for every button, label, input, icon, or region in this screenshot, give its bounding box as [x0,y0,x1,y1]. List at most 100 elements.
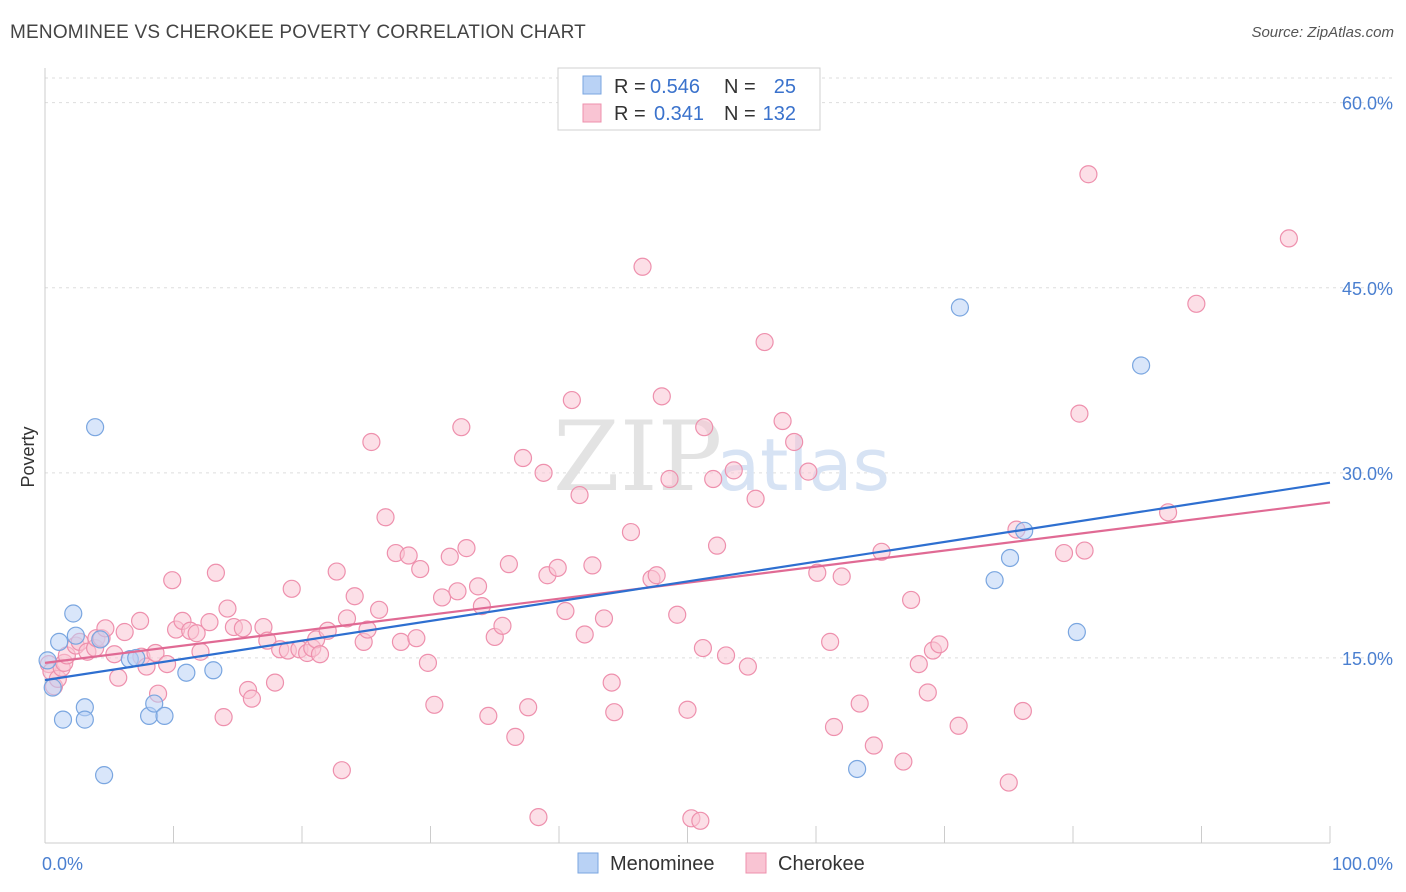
cherokee-point [570,485,589,505]
cherokee-point [755,332,774,352]
cherokee-swatch [582,103,602,123]
cherokee-point [918,683,937,702]
legend-r-value: 0.341 [654,103,704,125]
cherokee-point [695,418,714,437]
menominee-legend-label: Menominee [610,853,715,875]
cherokee-point [345,587,364,606]
cherokee-point [362,432,381,452]
cherokee-point [594,609,614,628]
cherokee-point [468,577,488,596]
cherokee-point [130,611,150,631]
y-axis-label: Poverty [18,426,38,487]
legend-n-label: N = [724,103,756,125]
cherokee-point [370,600,389,619]
cherokee-point [773,411,792,431]
cherokee-point [265,673,285,692]
menominee-point [985,571,1004,590]
cherokee-point [1013,701,1032,721]
legend-r-label: R = [614,76,646,98]
cherokee-point [850,694,869,713]
cherokee-point [513,448,533,468]
menominee-point [848,759,867,779]
cherokee-point [930,635,949,654]
cherokee-point [864,736,883,755]
menominee-swatch [582,75,602,95]
cherokee-point [479,706,498,726]
cherokee-point [157,654,177,674]
cherokee-point [327,562,346,581]
cherokee-point [707,536,727,555]
menominee-point [950,298,970,317]
cherokee-point [452,418,471,437]
cherokee-point [499,555,518,574]
cherokee-point [746,489,765,508]
cherokee-point [472,596,491,616]
cherokee-point [1079,165,1098,184]
x-tick-labels: 0.0% 100.0% [42,854,1393,874]
menominee-point [1000,548,1020,568]
menominee-point [53,710,73,729]
cherokee-point [894,752,913,771]
menominee-legend-swatch [577,852,599,874]
cherokee-point [187,624,206,643]
cherokee-point [506,727,525,746]
menominee-point [95,766,114,785]
menominee-point [86,418,105,437]
cherokee-point [519,698,538,717]
cherokee-point [218,599,237,618]
cherokee-point [1054,543,1074,563]
cherokee-point [242,689,261,708]
cherokee-point [647,566,666,585]
cherokee-point [660,469,679,489]
menominee-point [38,651,57,670]
cherokee-point [233,619,252,638]
cherokee-trend-line [44,501,1331,664]
cherokee-legend-swatch [745,852,767,874]
menominee-point [91,630,110,649]
cherokee-point [999,773,1018,792]
cherokee-point [432,588,452,607]
grid-lines [45,77,1395,659]
cherokee-point [376,508,395,527]
cherokee-point [337,609,357,628]
stats-legend-box [557,67,821,131]
cherokee-point [115,622,134,642]
menominee-point [64,604,83,623]
cherokee-point [1070,404,1089,423]
y-tick-label: 45.0% [1342,279,1393,299]
cherokee-point [529,807,548,827]
menominee-point [43,678,62,697]
cherokee-point [548,558,567,577]
cherokee-point [605,703,624,722]
cherokee-point [652,387,671,406]
cherokee-point [909,654,928,674]
cherokee-point [425,695,444,714]
cherokee-point [738,657,757,676]
cherokee-point [214,708,233,727]
trend-lines [44,481,1331,682]
cherokee-point [448,582,467,601]
cherokee-point [391,632,411,651]
cherokee-point [418,653,438,672]
cherokee-point [704,469,723,489]
cherokee-point [457,539,476,558]
cherokee-legend-label: Cherokee [778,853,865,875]
menominee-point [204,661,223,680]
cherokee-point [901,590,921,610]
cherokee-point [1187,294,1206,313]
chart-source: Source: ZipAtlas.com [1251,24,1394,41]
cherokee-point [310,645,330,664]
menominee-point [50,632,69,651]
watermark: ZIP atlas [553,401,890,513]
cherokee-point [163,571,182,590]
axes [44,68,1331,844]
legend-r-value: 0.546 [650,76,700,98]
cherokee-point [399,546,418,565]
y-tick-label: 30.0% [1342,464,1393,484]
y-tick-label: 60.0% [1342,94,1393,114]
cherokee-point [206,563,226,582]
cherokee-point [1279,229,1298,248]
menominee-point [1067,622,1086,642]
cherokee-point [332,761,351,780]
